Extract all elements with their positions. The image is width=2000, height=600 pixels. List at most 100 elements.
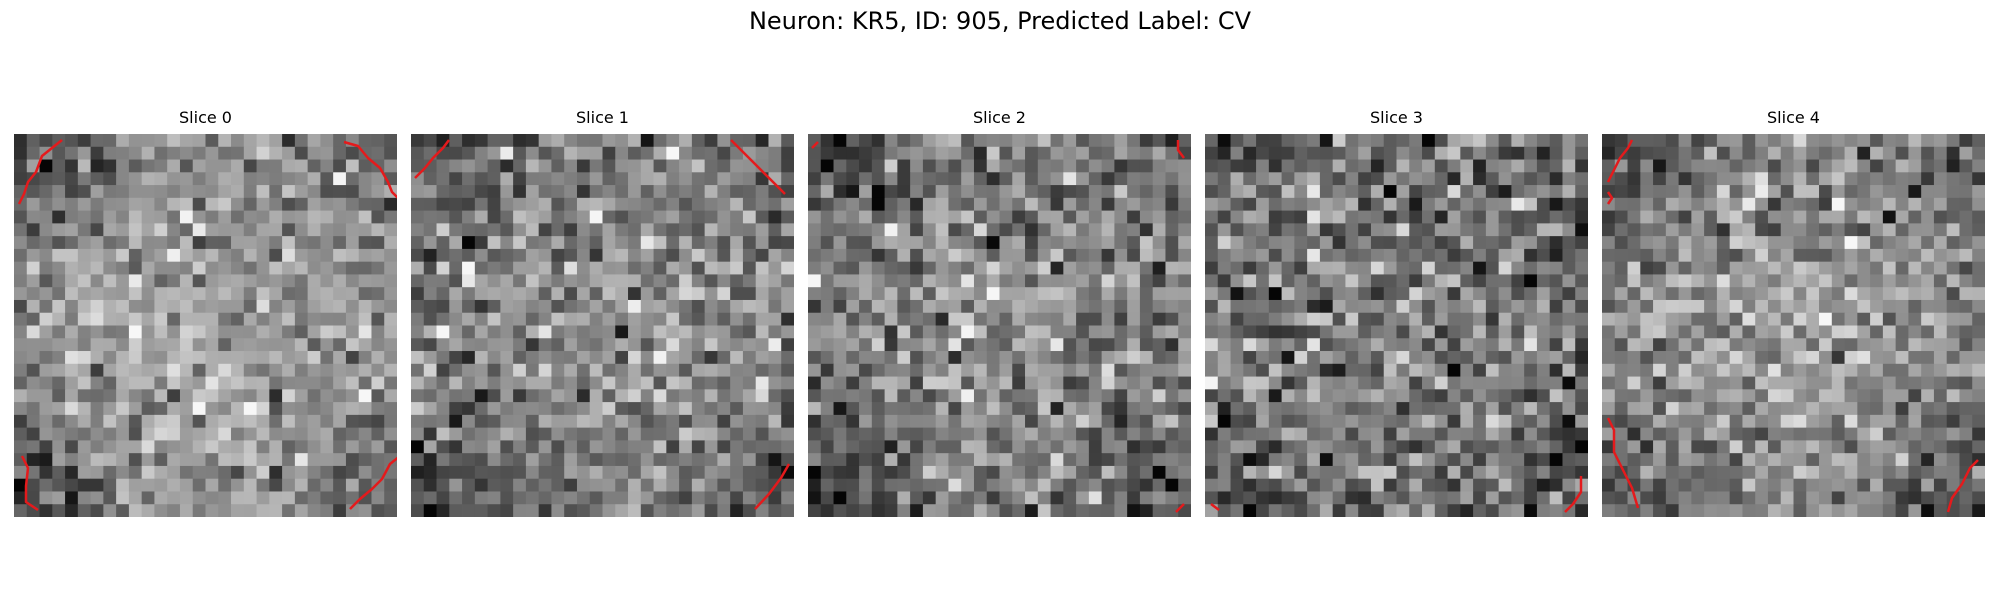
pixel xyxy=(1050,414,1064,429)
pixel xyxy=(1498,248,1512,263)
pixel xyxy=(39,376,53,390)
pixel xyxy=(167,414,181,429)
pixel xyxy=(768,261,782,275)
pixel xyxy=(1114,185,1128,199)
pixel xyxy=(602,274,616,288)
pixel xyxy=(1653,312,1667,326)
pixel xyxy=(1704,376,1718,390)
pixel xyxy=(218,134,232,148)
pixel xyxy=(1294,363,1308,377)
pixel xyxy=(1536,414,1551,429)
pixel xyxy=(1653,402,1667,416)
pixel xyxy=(833,465,847,480)
pixel xyxy=(1895,389,1909,403)
pixel xyxy=(345,414,360,429)
pixel xyxy=(487,248,501,263)
pixel xyxy=(1281,312,1295,326)
pixel xyxy=(179,376,194,390)
pixel xyxy=(1217,465,1231,480)
pixel xyxy=(269,236,283,250)
pixel xyxy=(653,376,667,390)
pixel xyxy=(487,299,501,314)
pixel xyxy=(320,504,334,517)
pixel xyxy=(1485,504,1500,517)
pixel xyxy=(243,389,257,403)
pixel xyxy=(653,351,667,365)
pixel xyxy=(871,414,885,429)
pixel xyxy=(653,287,667,301)
pixel xyxy=(640,159,654,173)
pixel xyxy=(1729,274,1743,288)
pixel xyxy=(1358,185,1372,199)
pixel xyxy=(973,504,988,517)
pixel xyxy=(628,134,642,148)
pixel xyxy=(1152,159,1166,173)
pixel xyxy=(1524,465,1538,480)
pixel xyxy=(154,159,168,173)
pixel xyxy=(1959,287,1973,301)
pixel xyxy=(1088,325,1103,339)
pixel xyxy=(423,248,437,263)
pixel xyxy=(576,351,591,365)
pixel xyxy=(128,312,143,326)
pixel xyxy=(691,146,706,160)
pixel xyxy=(474,172,488,186)
pixel xyxy=(1933,236,1948,250)
pixel xyxy=(345,185,360,199)
pixel xyxy=(487,440,501,454)
pixel xyxy=(589,491,603,505)
pixel xyxy=(986,185,1000,199)
pixel xyxy=(1946,363,1960,377)
pixel xyxy=(730,453,744,467)
pixel xyxy=(1127,261,1141,275)
pixel xyxy=(1268,478,1282,492)
pixel xyxy=(808,453,822,467)
pixel xyxy=(589,376,603,390)
pixel xyxy=(1806,172,1820,186)
pixel xyxy=(243,287,257,301)
pixel xyxy=(1882,338,1897,352)
pixel xyxy=(141,440,155,454)
pixel xyxy=(1665,465,1679,480)
pixel xyxy=(538,236,552,250)
pixel xyxy=(154,338,168,352)
pixel xyxy=(717,504,731,517)
pixel xyxy=(1614,197,1628,211)
pixel xyxy=(628,427,642,441)
pixel xyxy=(358,261,372,275)
pixel xyxy=(871,453,885,467)
pixel xyxy=(1127,325,1141,339)
pixel xyxy=(1127,414,1141,429)
pixel xyxy=(628,376,642,390)
pixel xyxy=(1447,325,1461,339)
pixel xyxy=(691,351,706,365)
pixel xyxy=(1691,389,1705,403)
pixel xyxy=(1165,478,1179,492)
pixel xyxy=(103,197,117,211)
pixel xyxy=(116,236,130,250)
pixel xyxy=(666,261,680,275)
pixel xyxy=(742,402,757,416)
pixel xyxy=(345,287,360,301)
pixel xyxy=(1409,478,1423,492)
pixel xyxy=(307,453,321,467)
pixel xyxy=(449,197,463,211)
pixel xyxy=(1230,465,1244,480)
pixel xyxy=(384,223,397,237)
pixel xyxy=(730,338,744,352)
pixel xyxy=(666,363,680,377)
pixel xyxy=(551,402,565,416)
pixel xyxy=(500,185,514,199)
pixel xyxy=(973,453,988,467)
pixel xyxy=(884,338,898,352)
pixel xyxy=(1243,440,1257,454)
pixel xyxy=(1972,427,1985,441)
pixel xyxy=(1063,440,1077,454)
pixel xyxy=(1536,274,1551,288)
pixel xyxy=(65,465,79,480)
pixel xyxy=(1165,389,1179,403)
pixel xyxy=(1101,376,1115,390)
pixel xyxy=(1602,363,1616,377)
pixel xyxy=(1422,491,1436,505)
pixel xyxy=(423,210,437,224)
